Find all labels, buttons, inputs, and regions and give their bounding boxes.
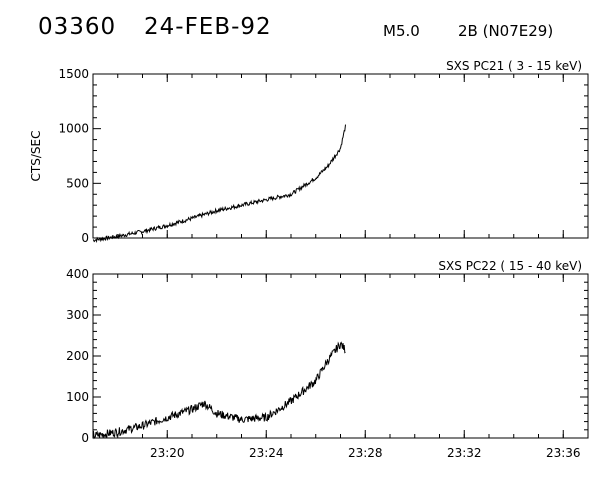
- panel-title: SXS PC22 ( 15 - 40 keV): [438, 259, 582, 273]
- series-line: [92, 124, 346, 244]
- x-tick-label: 23:24: [249, 446, 284, 460]
- y-axis-label: CTS/SEC: [29, 131, 43, 182]
- flare-class: M5.0: [383, 22, 420, 40]
- panel-1: 0 500 1000 1500 SXS PC21 ( 3 - 15 keV) CTS/SE…: [29, 59, 589, 245]
- x-tick-label: 23:28: [348, 446, 383, 460]
- y-tick-label: 400: [66, 267, 89, 281]
- y-tick-label: 1000: [58, 122, 89, 136]
- y-tick-label: 500: [66, 176, 89, 190]
- plot-frame: [92, 273, 589, 439]
- event-date: 24-FEB-92: [144, 14, 272, 40]
- y-tick-label: 200: [66, 349, 89, 363]
- flare-location: 2B (N07E29): [458, 22, 554, 40]
- x-tick-label: 23:20: [150, 446, 185, 460]
- y-tick-label: 0: [81, 431, 89, 445]
- plot-frame: [92, 73, 589, 239]
- y-tick-label: 100: [66, 390, 89, 404]
- panel-title: SXS PC21 ( 3 - 15 keV): [446, 59, 582, 73]
- y-tick-label: 0: [81, 231, 89, 245]
- y-tick-label: 1500: [58, 67, 89, 81]
- series-line: [92, 341, 346, 440]
- panel-2: 0 100 200 300 400 23:20 23:24 23:28 23:32 23:36 SX…: [66, 259, 589, 460]
- x-tick-label: 23:32: [447, 446, 482, 460]
- x-tick-label: 23:36: [546, 446, 581, 460]
- y-tick-label: 300: [66, 308, 89, 322]
- event-id: 03360: [38, 14, 117, 40]
